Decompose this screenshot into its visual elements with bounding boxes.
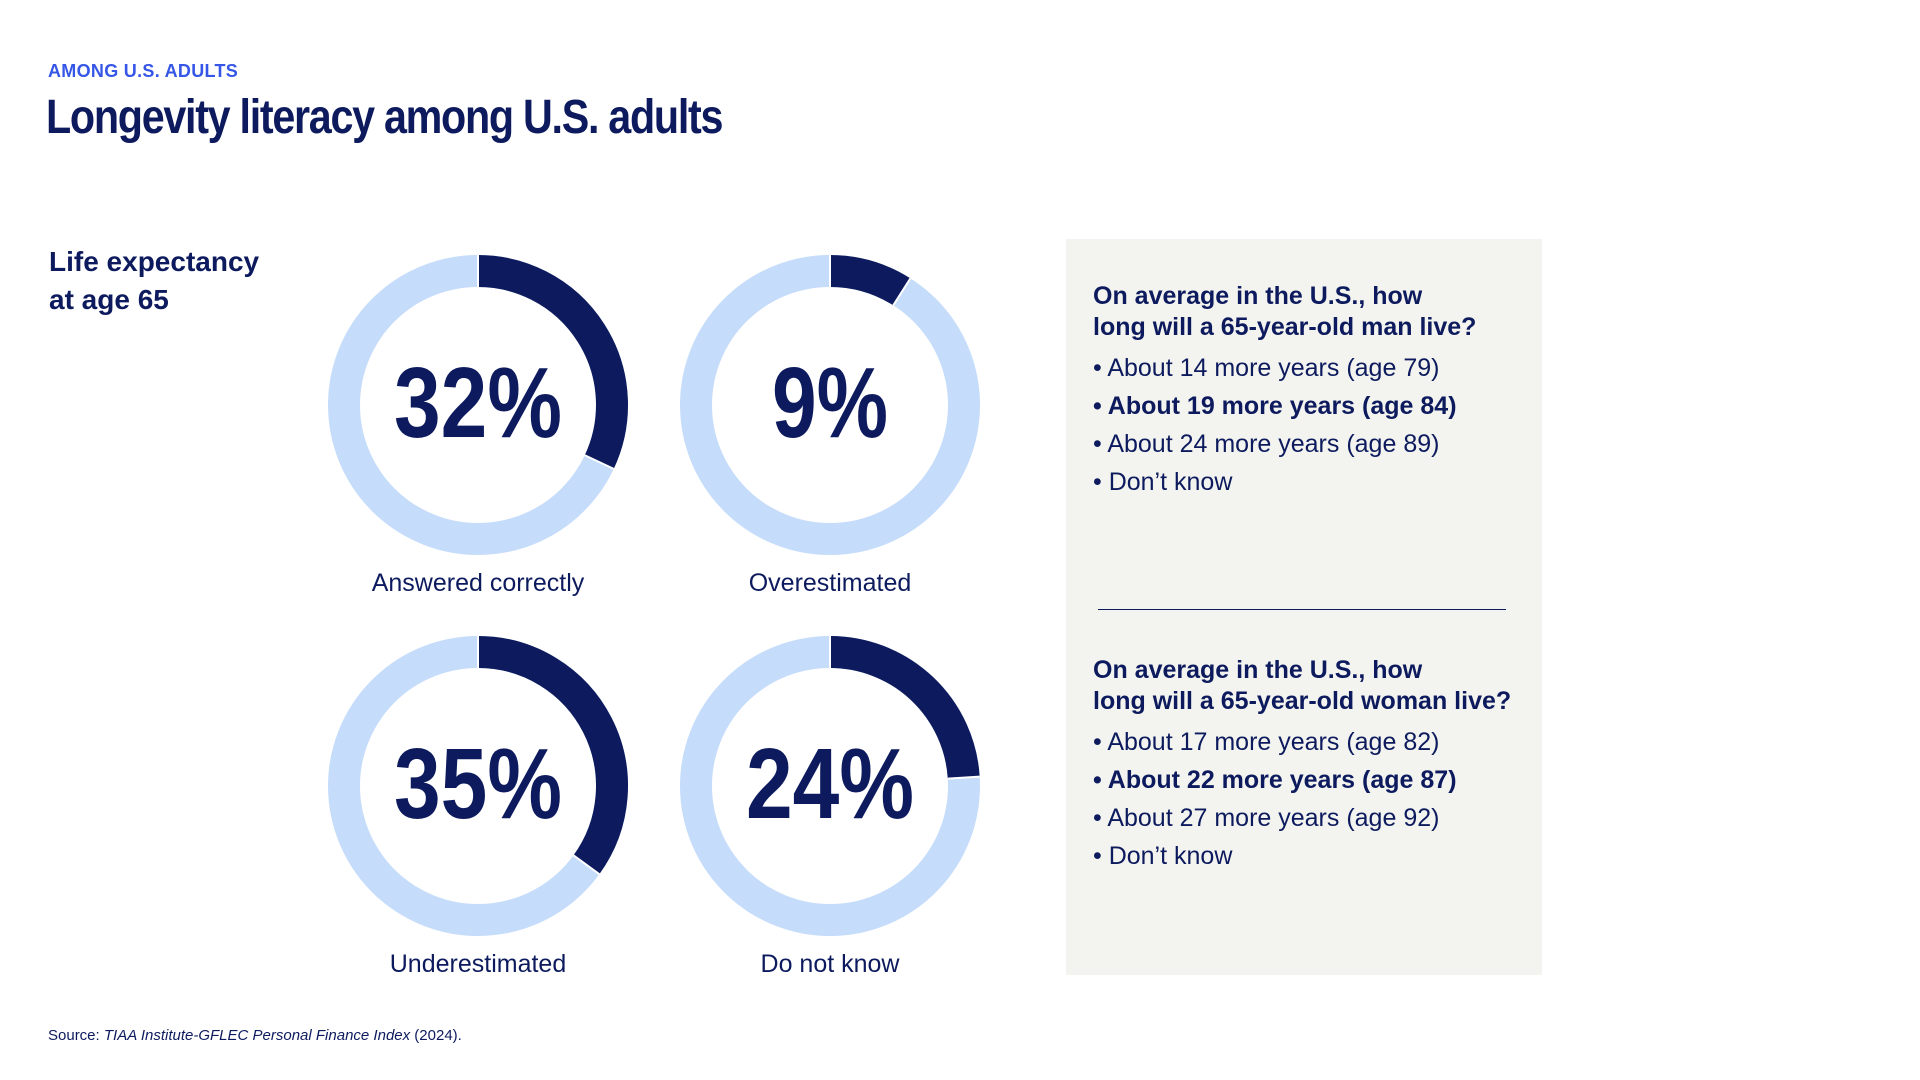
donut-category-label: Do not know	[761, 950, 901, 978]
question-woman-line-1: On average in the U.S., how	[1093, 656, 1423, 684]
donut-category-label: Answered correctly	[372, 569, 585, 597]
question-woman: On average in the U.S., how long will a …	[1093, 655, 1533, 717]
donut-underestimated: 35% Underestimated	[328, 636, 628, 978]
section-label-line-2: at age 65	[49, 284, 169, 315]
donut-percent-label: 32%	[394, 347, 562, 459]
answer-option: • About 14 more years (age 79)	[1093, 354, 1440, 382]
answer-option: • Don’t know	[1093, 842, 1233, 870]
question-block-woman: On average in the U.S., how long will a …	[1093, 655, 1533, 875]
source-suffix: (2024).	[410, 1027, 462, 1044]
section-label-line-1: Life expectancy	[49, 246, 260, 277]
donut-answered-correctly: 32% Answered correctly	[328, 255, 628, 597]
donut-category-label: Overestimated	[749, 569, 912, 597]
panel-divider	[1098, 609, 1506, 610]
answer-option-correct: • About 22 more years (age 87)	[1093, 766, 1457, 794]
donut-charts: 32% Answered correctly 9% Overestimated 35% U…	[328, 255, 980, 978]
donut-end-tick	[892, 277, 912, 306]
donut-category-label: Underestimated	[390, 950, 566, 978]
source-title: TIAA Institute-GFLEC Personal Finance In…	[103, 1027, 411, 1044]
donut-end-tick	[572, 854, 600, 875]
donut-value-arc	[829, 636, 980, 779]
donut-value-arc	[477, 255, 628, 469]
question-man-line-2: long will a 65-year-old man live?	[1093, 313, 1477, 341]
answer-option-correct: • About 19 more years (age 84)	[1093, 392, 1457, 420]
donut-end-tick	[584, 454, 615, 470]
donut-percent-label: 9%	[772, 347, 888, 459]
question-woman-line-2: long will a 65-year-old woman live?	[1093, 687, 1512, 715]
answer-option: • About 24 more years (age 89)	[1093, 430, 1440, 458]
answer-options-woman: • About 17 more years (age 82) • About 2…	[1093, 723, 1533, 875]
donut-end-tick	[947, 775, 980, 780]
source-note: Source: TIAA Institute-GFLEC Personal Fi…	[48, 1027, 462, 1044]
page-title: Longevity literacy among U.S. adults	[46, 91, 723, 144]
answer-option: • Don’t know	[1093, 468, 1233, 496]
donut-value-arc	[829, 255, 911, 306]
donut-overestimated: 9% Overestimated	[680, 255, 980, 597]
question-man-line-1: On average in the U.S., how	[1093, 282, 1423, 310]
question-panel: On average in the U.S., how long will a …	[1066, 239, 1542, 975]
answer-option: • About 17 more years (age 82)	[1093, 728, 1440, 756]
question-block-man: On average in the U.S., how long will a …	[1093, 281, 1533, 501]
answer-options-man: • About 14 more years (age 79) • About 1…	[1093, 349, 1533, 501]
eyebrow-label: AMONG U.S. ADULTS	[48, 61, 239, 81]
question-man: On average in the U.S., how long will a …	[1093, 281, 1533, 343]
donut-percent-label: 24%	[746, 728, 914, 840]
donut-percent-label: 35%	[394, 728, 562, 840]
source-prefix: Source:	[48, 1027, 104, 1044]
donut-value-arc	[477, 636, 628, 875]
section-label: Life expectancy at age 65	[49, 243, 259, 319]
donut-do-not-know: 24% Do not know	[680, 636, 980, 978]
answer-option: • About 27 more years (age 92)	[1093, 804, 1440, 832]
